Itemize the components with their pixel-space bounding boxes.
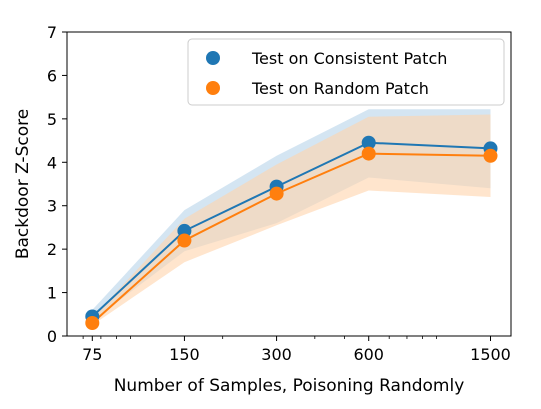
x-axis: 75 150 300 600 1500 xyxy=(82,336,511,364)
y-tick-label: 2 xyxy=(47,240,57,259)
y-tick-label: 0 xyxy=(47,327,57,346)
y-tick-label: 7 xyxy=(47,23,57,42)
legend-label-random: Test on Random Patch xyxy=(251,79,429,98)
legend: Test on Consistent Patch Test on Random … xyxy=(187,38,505,106)
data-point-series-0 xyxy=(177,223,192,238)
plot-frame xyxy=(66,31,512,337)
y-tick-label: 4 xyxy=(47,153,57,172)
data-point-series-1 xyxy=(483,148,498,163)
x-tick-label: 150 xyxy=(169,345,200,364)
legend-marker-random xyxy=(206,81,220,95)
x-tick-label: 300 xyxy=(261,345,292,364)
legend-label-consistent: Test on Consistent Patch xyxy=(251,49,447,68)
y-tick-label: 3 xyxy=(47,197,57,216)
y-tick-label: 5 xyxy=(47,110,57,129)
y-axis-title: Backdoor Z-Score xyxy=(13,109,33,259)
data-point-series-1 xyxy=(361,146,376,161)
series-points xyxy=(85,135,498,330)
y-tick-label: 6 xyxy=(47,66,57,85)
data-point-series-1 xyxy=(85,316,100,330)
legend-box xyxy=(187,38,505,106)
x-tick-label: 600 xyxy=(353,345,384,364)
legend-marker-consistent xyxy=(206,51,220,65)
y-tick-label: 1 xyxy=(47,284,57,303)
x-tick-label: 1500 xyxy=(470,345,511,364)
data-point-series-1 xyxy=(177,233,192,248)
x-axis-title: Number of Samples, Poisoning Randomly xyxy=(114,376,465,396)
x-tick-label: 75 xyxy=(82,345,102,364)
band-series-1 xyxy=(92,114,491,326)
data-point-series-0 xyxy=(361,135,376,150)
y-axis: 0 1 2 3 4 5 6 7 xyxy=(47,23,67,346)
data-point-series-1 xyxy=(269,186,284,201)
confidence-bands xyxy=(92,109,491,326)
